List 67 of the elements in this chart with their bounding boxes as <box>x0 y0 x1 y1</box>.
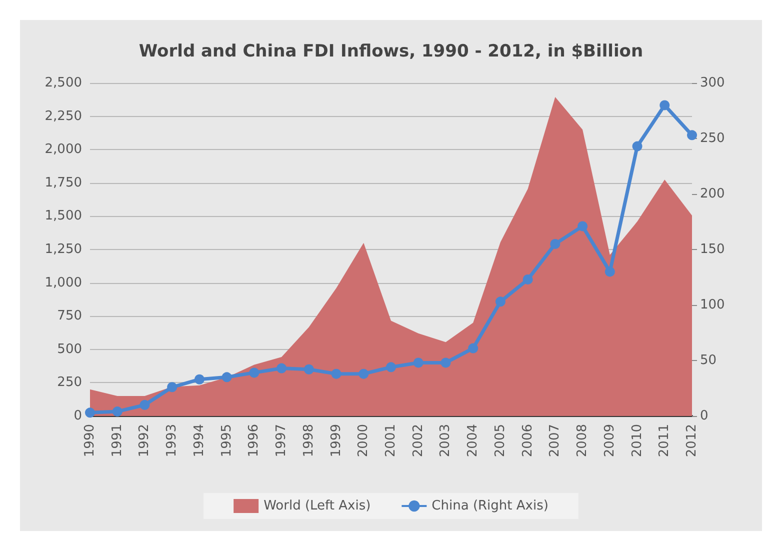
x-tick-label: 1999 <box>328 424 344 458</box>
point <box>386 362 396 372</box>
y2-tick-label: 0 <box>700 408 708 424</box>
point <box>85 408 95 418</box>
y-tick-label: 2,500 <box>44 76 82 90</box>
chart-title: World and China FDI Inflows, 1990 - 2012, in $Billion <box>138 42 644 62</box>
point <box>222 372 232 382</box>
point <box>413 358 424 368</box>
y2-tick-label: 250 <box>700 131 725 146</box>
y2-tick-label: 300 <box>700 76 725 90</box>
point <box>112 406 122 417</box>
y-tick-label: 0 <box>74 408 82 424</box>
x-tick-label: 2003 <box>438 424 454 458</box>
x-tick-label: 1997 <box>274 424 290 458</box>
y-tick-label: 1,750 <box>44 175 82 190</box>
x-tick-label: 1991 <box>110 424 125 458</box>
x-tick-label: 2001 <box>384 424 398 458</box>
point <box>276 363 287 374</box>
x-tick-label: 2009 <box>602 424 618 458</box>
point <box>550 238 560 249</box>
point <box>331 368 342 379</box>
x-tick-label: 1998 <box>301 424 316 458</box>
point <box>304 364 314 374</box>
y2-tick-label: 200 <box>700 186 725 202</box>
y-tick-label: 1,500 <box>44 208 82 224</box>
x-tick-label: 1992 <box>137 424 152 458</box>
x-tick-label: 2006 <box>520 424 536 458</box>
point <box>358 368 369 379</box>
x-tick-label: 1994 <box>192 424 207 458</box>
x-tick-label: 2004 <box>466 424 481 458</box>
point <box>578 221 588 232</box>
x-tick-label: 2010 <box>630 424 645 458</box>
y-tick-label: 500 <box>57 342 82 357</box>
legend-label: China (Right Axis) <box>432 498 548 514</box>
point <box>522 274 533 284</box>
x-tick-label: 1990 <box>82 424 98 458</box>
x-tick-label: 1993 <box>164 424 180 458</box>
point <box>249 368 260 378</box>
point <box>194 374 204 384</box>
y-tick-label: 1,000 <box>44 275 82 290</box>
y-tick-label: 1,250 <box>44 242 82 257</box>
point <box>604 266 615 277</box>
point <box>440 358 451 368</box>
x-tick-label: 2007 <box>548 424 563 458</box>
y-tick-label: 250 <box>57 375 82 390</box>
point <box>140 400 150 410</box>
point <box>660 100 670 110</box>
x-tick-label: 2005 <box>492 424 508 458</box>
x-tick-label: 2012 <box>684 424 700 458</box>
y2-tick-label: 100 <box>700 298 725 312</box>
x-tick-label: 1996 <box>246 424 262 458</box>
x-tick-label: 2000 <box>356 424 372 458</box>
point <box>495 296 506 307</box>
x-tick-label: 2002 <box>410 424 426 458</box>
y2-tick-label: 50 <box>700 353 717 368</box>
point <box>632 141 642 152</box>
y2-tick-label: 150 <box>700 242 725 257</box>
y-tick-label: 2,250 <box>44 108 82 124</box>
point <box>167 382 178 392</box>
x-tick-label: 1995 <box>219 424 234 458</box>
legend-label: World (Left Axis) <box>264 498 371 514</box>
x-tick-label: 2011 <box>657 424 672 458</box>
y-tick-label: 2,000 <box>44 142 82 158</box>
y-tick-label: 750 <box>57 308 82 324</box>
point <box>468 343 478 354</box>
point <box>687 130 697 140</box>
x-tick-label: 2008 <box>575 424 590 458</box>
